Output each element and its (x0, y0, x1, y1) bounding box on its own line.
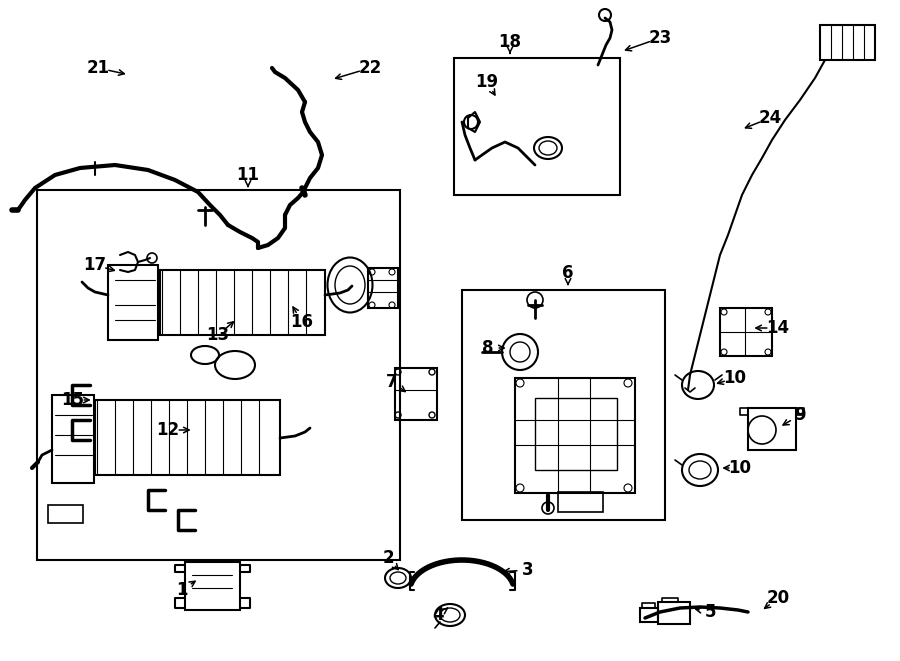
Text: 14: 14 (767, 319, 789, 337)
Bar (720, 308, 772, 356)
Text: 13: 13 (206, 326, 230, 344)
Text: 20: 20 (767, 589, 789, 607)
Bar (48, 505, 83, 523)
Text: 18: 18 (499, 33, 521, 51)
Bar (52, 395, 94, 483)
Text: 12: 12 (157, 421, 180, 439)
Bar (37, 190, 400, 560)
Text: 2: 2 (382, 549, 394, 567)
Text: 23: 23 (648, 29, 671, 47)
Bar (395, 368, 437, 420)
Text: 4: 4 (432, 606, 444, 624)
Bar (462, 290, 665, 520)
Text: 17: 17 (84, 256, 106, 274)
Bar (95, 400, 280, 475)
Text: 3: 3 (522, 561, 534, 579)
Text: 16: 16 (291, 313, 313, 331)
Bar (185, 562, 240, 610)
Text: 21: 21 (86, 59, 110, 77)
Text: 9: 9 (794, 406, 806, 424)
Text: 24: 24 (759, 109, 781, 127)
Bar (160, 270, 325, 335)
Text: 15: 15 (61, 391, 85, 409)
Bar (108, 265, 158, 340)
Text: 1: 1 (176, 581, 188, 599)
Bar (820, 25, 875, 60)
Bar (454, 58, 620, 195)
Bar (558, 492, 603, 512)
Bar (535, 398, 617, 470)
Text: 6: 6 (562, 264, 574, 282)
Text: 11: 11 (237, 166, 259, 184)
Bar (368, 268, 398, 308)
Text: 7: 7 (386, 373, 398, 391)
Text: 10: 10 (724, 369, 746, 387)
Bar (748, 408, 796, 450)
Text: 10: 10 (728, 459, 752, 477)
Text: 8: 8 (482, 339, 494, 357)
Text: 22: 22 (358, 59, 382, 77)
Text: 19: 19 (475, 73, 499, 91)
Bar (658, 602, 690, 624)
Bar (515, 378, 635, 493)
Text: 5: 5 (704, 603, 716, 621)
Bar (640, 608, 658, 622)
